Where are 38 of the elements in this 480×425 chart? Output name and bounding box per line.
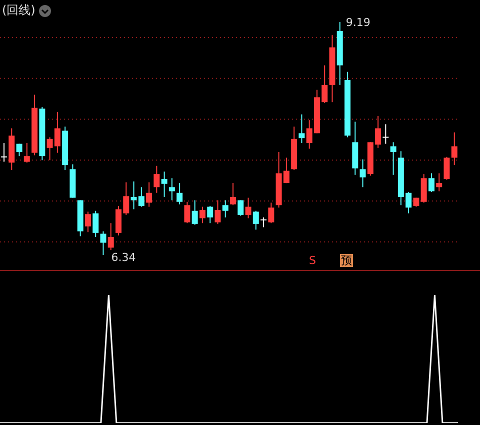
candlestick <box>260 216 267 228</box>
candlestick <box>238 200 244 216</box>
candlestick <box>100 230 106 256</box>
candlestick <box>108 222 114 251</box>
candlestick <box>176 182 183 205</box>
candlestick <box>92 210 99 238</box>
annotation: S <box>308 254 317 267</box>
candlestick <box>146 182 152 208</box>
candlestick <box>436 172 442 192</box>
candlestick <box>268 202 274 224</box>
candlestick <box>192 200 198 226</box>
chart-title: (回线) <box>2 2 36 19</box>
candlestick <box>24 142 30 164</box>
candlestick <box>360 158 366 188</box>
candlestick <box>451 132 458 166</box>
candlestick <box>154 165 160 194</box>
candlestick <box>230 182 236 206</box>
candlestick <box>161 171 168 198</box>
candlestick <box>382 124 389 144</box>
annotation: 6.34 <box>111 251 136 264</box>
candlestick <box>199 206 206 224</box>
candlestick <box>390 142 396 176</box>
candlestick <box>168 178 175 201</box>
candlestick <box>214 200 221 224</box>
candlestick <box>420 174 427 204</box>
candlestick <box>84 211 91 233</box>
candlestick <box>222 200 228 218</box>
candlestick <box>207 205 214 224</box>
candlestick <box>245 197 252 219</box>
annotation: 预 <box>340 254 353 267</box>
candlestick <box>428 172 434 193</box>
candlestick <box>184 201 190 224</box>
candlestick <box>16 143 22 157</box>
candlestick <box>252 210 259 230</box>
candlestick <box>444 156 450 180</box>
candlestick <box>1 142 7 162</box>
candlestick <box>298 114 305 144</box>
annotation: 9.19 <box>346 16 370 29</box>
